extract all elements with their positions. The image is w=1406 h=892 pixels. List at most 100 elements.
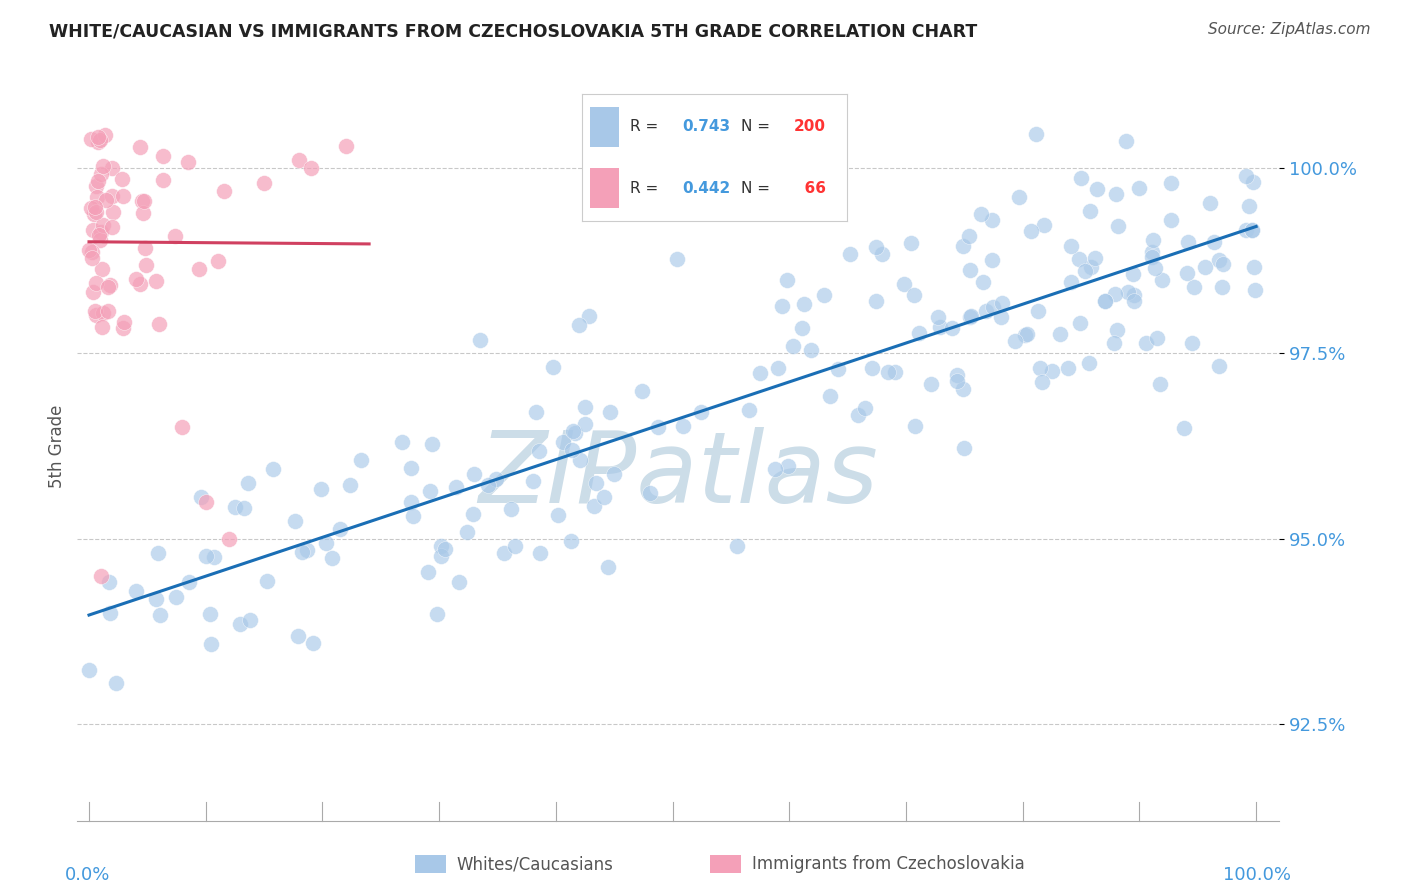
Point <box>793 296 815 310</box>
Point <box>1069 316 1091 330</box>
Point <box>945 374 967 388</box>
Point <box>1243 260 1265 275</box>
Point <box>125 272 148 286</box>
Point <box>426 607 449 621</box>
Point <box>927 310 949 325</box>
Point <box>461 507 484 521</box>
Point <box>1049 326 1071 341</box>
Point <box>903 287 925 301</box>
Point <box>84 303 107 318</box>
Point <box>256 574 278 588</box>
Point <box>1182 279 1205 293</box>
Point <box>846 408 869 422</box>
Point <box>1077 356 1099 370</box>
Point <box>218 532 240 546</box>
Point <box>492 546 515 560</box>
Point <box>1074 264 1097 278</box>
Point <box>872 246 894 260</box>
Point <box>582 499 605 513</box>
Point <box>1149 376 1171 391</box>
Point <box>335 138 357 153</box>
Point <box>1142 233 1164 247</box>
Point <box>574 401 596 415</box>
Point <box>90 225 112 239</box>
Point <box>188 262 211 277</box>
Point <box>1080 260 1102 274</box>
Point <box>90 261 112 276</box>
Point <box>391 435 413 450</box>
Point <box>1008 190 1031 204</box>
Point <box>560 533 582 548</box>
Point <box>224 500 246 514</box>
Point <box>1202 235 1225 250</box>
Point <box>456 524 478 539</box>
Point <box>212 184 235 198</box>
Point <box>524 405 547 419</box>
Point <box>89 133 111 147</box>
Point <box>503 539 526 553</box>
Point <box>1094 293 1116 308</box>
Point <box>776 459 799 474</box>
Point <box>125 583 148 598</box>
Point <box>299 161 322 175</box>
Point <box>1056 361 1078 376</box>
Point <box>179 574 201 589</box>
Point <box>1208 359 1230 373</box>
Point <box>98 606 121 620</box>
Point <box>89 233 111 247</box>
Point <box>238 614 260 628</box>
Point <box>84 205 107 219</box>
Point <box>953 441 976 455</box>
Point <box>585 475 607 490</box>
Point <box>172 420 194 434</box>
Point <box>1122 267 1144 281</box>
Point <box>82 223 104 237</box>
Point <box>429 549 451 563</box>
Point <box>689 405 711 419</box>
Point <box>207 254 229 268</box>
Point <box>638 486 661 500</box>
Point <box>529 546 551 560</box>
Point <box>1240 223 1263 237</box>
Point <box>818 389 841 403</box>
Point <box>551 435 574 450</box>
Point <box>749 366 772 380</box>
Point <box>287 629 309 643</box>
Point <box>1070 171 1092 186</box>
Point <box>145 591 167 606</box>
Text: Source: ZipAtlas.com: Source: ZipAtlas.com <box>1208 22 1371 37</box>
Point <box>429 539 451 553</box>
Point <box>315 535 337 549</box>
Point <box>800 343 823 357</box>
Point <box>1173 420 1195 434</box>
Point <box>862 360 884 375</box>
Point <box>596 560 619 574</box>
Point <box>991 296 1014 310</box>
Point <box>129 277 152 292</box>
Point <box>91 160 114 174</box>
Point <box>229 616 252 631</box>
Point <box>284 514 307 528</box>
Point <box>957 229 980 244</box>
Point <box>83 207 105 221</box>
Point <box>98 575 121 590</box>
Point <box>952 382 974 396</box>
Point <box>1029 361 1052 376</box>
Point <box>569 453 592 467</box>
Point <box>148 317 170 331</box>
Point <box>1094 293 1116 308</box>
Point <box>1025 127 1047 141</box>
Point <box>1212 256 1234 270</box>
Point <box>89 228 111 243</box>
Point <box>1084 251 1107 265</box>
Point <box>145 274 167 288</box>
Point <box>1014 327 1036 342</box>
Point <box>399 495 422 509</box>
Point <box>190 490 212 504</box>
Point <box>77 663 100 677</box>
Point <box>290 544 312 558</box>
Point <box>112 315 135 329</box>
Point <box>738 403 761 417</box>
Point <box>1160 213 1182 227</box>
Point <box>1241 175 1264 189</box>
